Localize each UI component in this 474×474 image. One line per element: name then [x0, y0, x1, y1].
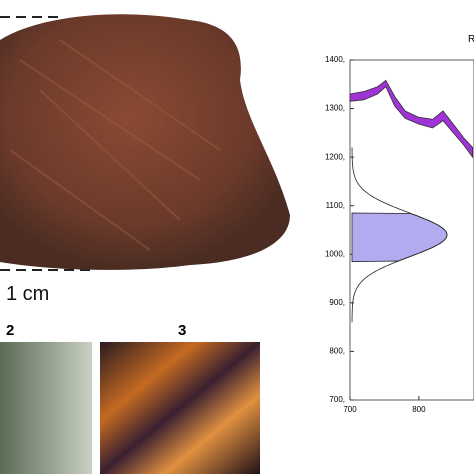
chart-title: R [468, 34, 474, 45]
panel-label: 2 [6, 322, 14, 339]
micro-photo [100, 342, 260, 474]
micro-photo [0, 342, 92, 474]
plot-frame [349, 59, 474, 401]
probability-curve [351, 147, 448, 323]
y-tick-label: 1400, [325, 55, 345, 64]
scale-label: 1 cm [6, 283, 49, 305]
chart: 700, 800, 900, 1000, 1100, 1200, 1300, 1400, 700… [325, 55, 474, 414]
y-tick-label: 700, [329, 395, 345, 404]
y-tick-label: 1300, [325, 104, 345, 113]
panel-label: 3 [178, 322, 186, 339]
fossil-photo [0, 14, 290, 270]
calibration-band [349, 79, 474, 159]
probability-area [351, 212, 448, 262]
y-tick-label: 1100, [326, 201, 345, 210]
y-tick-label: 900, [329, 298, 345, 307]
y-tick-label: 1000, [325, 249, 345, 258]
y-tick-label: 1200, [325, 152, 345, 161]
x-tick-label: 700 [343, 405, 357, 414]
x-tick-label: 800 [412, 405, 426, 414]
fossil-texture [9, 39, 221, 251]
y-tick-label: 800, [329, 347, 345, 356]
